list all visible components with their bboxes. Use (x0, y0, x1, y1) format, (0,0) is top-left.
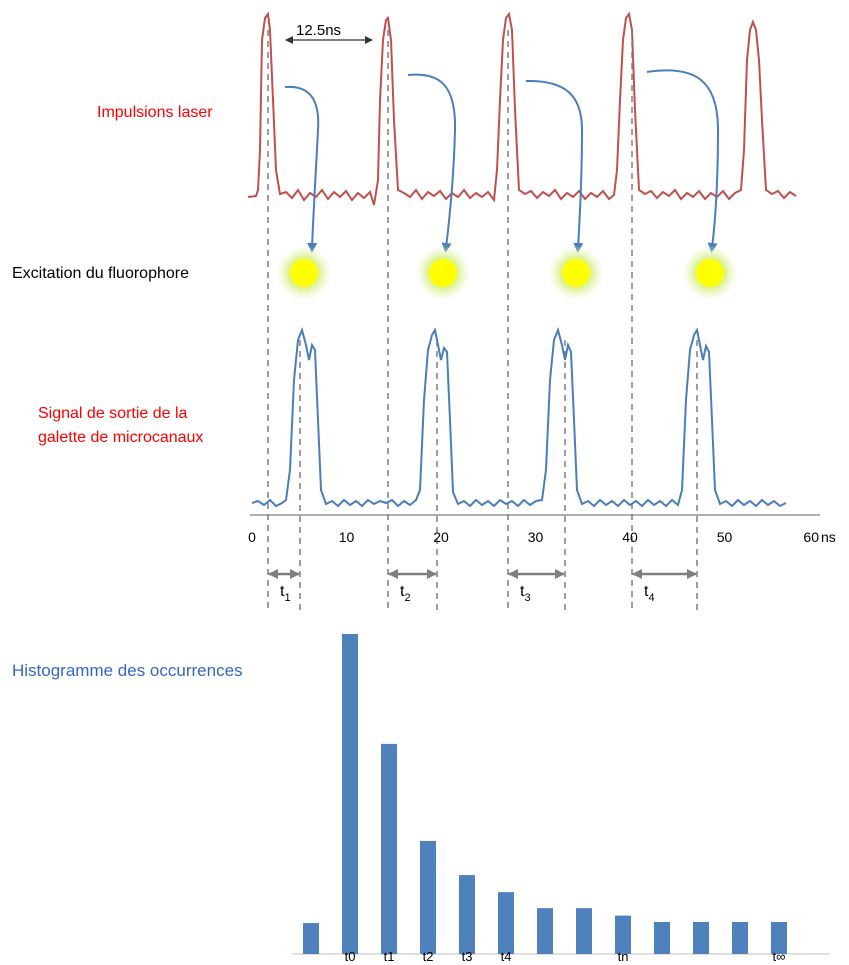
excitation-arrow-2 (408, 75, 455, 248)
fluorophore-1 (276, 245, 332, 301)
time-axis-ticks: 0 10 20 30 40 50 60 ns (248, 529, 836, 545)
signal-label-line1: Signal de sortie de la (38, 405, 188, 422)
histogram-bar (654, 922, 670, 954)
fluorophore-4 (682, 245, 738, 301)
time-tick-label: 0 (248, 529, 256, 545)
fluorophore-2 (415, 245, 471, 301)
histogram-category-label: t3 (462, 949, 473, 964)
period-label: 12.5ns (296, 22, 341, 39)
signal-label-line2: galette de microcanaux (38, 429, 203, 446)
period-annotation: 12.5ns (286, 22, 372, 40)
time-guides (268, 30, 697, 612)
delay-label-sub: 3 (524, 592, 530, 604)
time-axis: 0 10 20 30 40 50 60 ns (248, 515, 836, 545)
histogram-category-label: t0 (345, 949, 356, 964)
fluorophores (276, 245, 738, 301)
histogram-bar (537, 908, 553, 954)
delay-label: t1 (280, 583, 291, 604)
histogram-bar (342, 634, 358, 954)
excitation-arrows (285, 70, 718, 248)
histogram-bar (420, 841, 436, 954)
delay-label-sub: 1 (284, 592, 290, 604)
delay-label-sub: 4 (648, 592, 654, 604)
excitation-arrow-1 (285, 87, 318, 248)
time-tick-label: 30 (528, 529, 544, 545)
histogram-category-label: t∞ (773, 949, 786, 964)
delay-label-sub: 2 (404, 592, 410, 604)
laser-pulses-label: Impulsions laser (97, 104, 213, 121)
time-tick-label: 50 (717, 529, 733, 545)
time-tick-label: 40 (622, 529, 638, 545)
excitation-arrow-4 (647, 70, 718, 248)
fluorophore-3 (548, 245, 604, 301)
histogram-bar (498, 892, 514, 954)
time-tick-label: 60 (803, 529, 819, 545)
laser-pulse-trace (248, 14, 796, 205)
histogram: t0 t1 t2 t3 t4 tn t∞ (292, 634, 830, 964)
histogram-category-label: t1 (384, 949, 395, 964)
delay-label: t2 (400, 583, 411, 604)
delay-label: t3 (520, 583, 531, 604)
histogram-bar (459, 875, 475, 954)
fluorophore-excitation-label: Excitation du fluorophore (12, 265, 189, 282)
histogram-bar (303, 923, 319, 954)
mcp-signal-trace (252, 330, 786, 506)
histogram-category-label: t2 (423, 949, 434, 964)
time-axis-unit: ns (821, 529, 836, 545)
excitation-arrow-3 (526, 81, 582, 248)
delay-label: t4 (644, 583, 655, 604)
histogram-bar (693, 922, 709, 954)
histogram-bar (576, 908, 592, 954)
histogram-bar (381, 744, 397, 954)
delay-brackets: t1 t2 t3 t4 (269, 574, 696, 604)
time-tick-label: 10 (339, 529, 355, 545)
histogram-category-label: tn (618, 949, 629, 964)
time-tick-label: 20 (433, 529, 449, 545)
histogram-title: Histogramme des occurrences (12, 661, 243, 680)
histogram-bar (732, 922, 748, 954)
histogram-category-label: t4 (501, 949, 512, 964)
